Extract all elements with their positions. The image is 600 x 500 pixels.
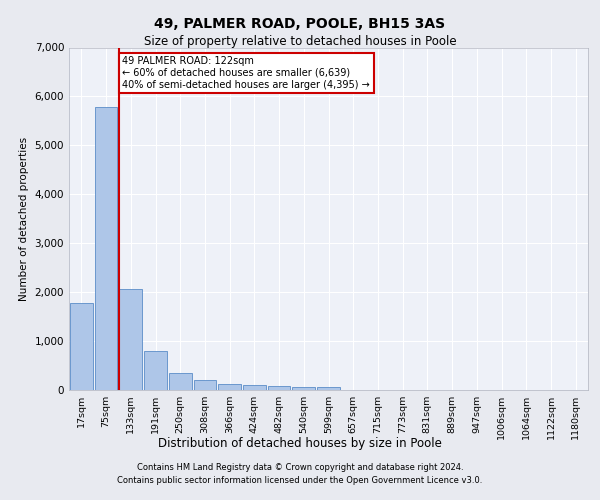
Bar <box>95 107 118 390</box>
Text: Contains HM Land Registry data © Crown copyright and database right 2024.: Contains HM Land Registry data © Crown c… <box>137 464 463 472</box>
Bar <box>169 374 191 390</box>
Bar <box>317 387 340 390</box>
Text: Size of property relative to detached houses in Poole: Size of property relative to detached ho… <box>143 35 457 48</box>
Text: 49, PALMER ROAD, POOLE, BH15 3AS: 49, PALMER ROAD, POOLE, BH15 3AS <box>154 18 446 32</box>
Text: Distribution of detached houses by size in Poole: Distribution of detached houses by size … <box>158 437 442 450</box>
Bar <box>243 384 266 390</box>
Bar <box>70 303 93 390</box>
Bar <box>119 289 142 390</box>
Bar <box>292 386 315 390</box>
Text: Contains public sector information licensed under the Open Government Licence v3: Contains public sector information licen… <box>118 476 482 485</box>
Bar <box>144 351 167 390</box>
Text: 49 PALMER ROAD: 122sqm
← 60% of detached houses are smaller (6,639)
40% of semi-: 49 PALMER ROAD: 122sqm ← 60% of detached… <box>122 56 370 90</box>
Bar <box>268 386 290 390</box>
Y-axis label: Number of detached properties: Number of detached properties <box>19 136 29 301</box>
Bar <box>218 384 241 390</box>
Bar <box>194 380 216 390</box>
